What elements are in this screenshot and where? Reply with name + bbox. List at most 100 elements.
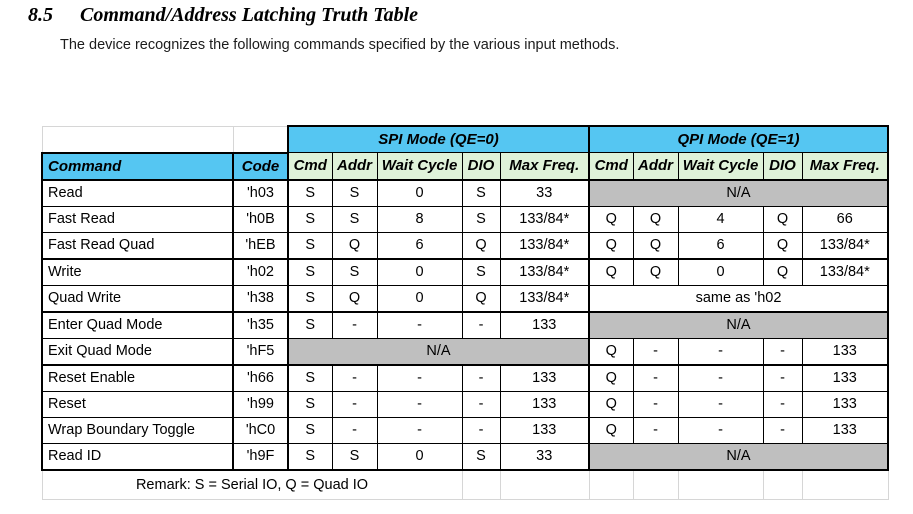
qpi-cell-r9-c0: Q [588, 416, 634, 444]
code-cell: 'hEB [232, 231, 289, 260]
qpi-cell-r9-c3: - [762, 416, 803, 444]
spi-cell-r1-c0: S [287, 205, 333, 233]
remark-empty-cell [801, 469, 889, 500]
qpi-span-cell-r4: same as 'h02 [588, 284, 889, 313]
code-cell: 'h0B [232, 205, 289, 233]
table-row-fast-read-quad: Fast Read Quad'hEB S Q 6 Q 133/84* Q Q 6 Q 133/84* [41, 231, 889, 260]
spi-cell-r9-c4: 133 [499, 416, 590, 444]
spi-cell-r3-c4: 133/84* [499, 258, 590, 286]
spi-span-cell-r6: N/A [287, 337, 590, 366]
column-header-row: Command Code Cmd Addr Wait Cycle DIO Max Freq.… [41, 151, 889, 181]
command-cell: Reset [41, 390, 234, 418]
spi-cell-r0-c3: S [461, 179, 501, 207]
spi-cell-r1-c3: S [461, 205, 501, 233]
code-cell: 'h02 [232, 258, 289, 286]
qpi-span-cell-r10: N/A [588, 442, 889, 471]
command-cell: Enter Quad Mode [41, 311, 234, 339]
qpi-mode-header: QPI Mode (QE=1) [588, 125, 889, 153]
spi-cell-r3-c1: S [331, 258, 378, 286]
qpi-cell-r9-c2: - [677, 416, 764, 444]
qpi-cell-r9-c1: - [632, 416, 679, 444]
qpi-cell-r1-c2: 4 [677, 205, 764, 233]
spi-cell-r10-c1: S [331, 442, 378, 471]
code-cell: 'h66 [232, 364, 289, 392]
spi-cell-r3-c2: 0 [376, 258, 463, 286]
qpi-cell-r6-c4: 133 [801, 337, 889, 366]
qpi-cell-r1-c0: Q [588, 205, 634, 233]
spi-cell-r2-c3: Q [461, 231, 501, 260]
ghost-cell-command [41, 125, 234, 153]
spi-cell-r5-c2: - [376, 311, 463, 339]
spi-cell-r9-c1: - [331, 416, 378, 444]
table-row-write: Write'h02 S S 0 S 133/84* Q Q 0 Q 133/84* [41, 258, 889, 286]
intro-text: The device recognizes the following comm… [60, 37, 620, 53]
col-header-dio: DIO [461, 152, 501, 181]
command-cell: Read [41, 179, 234, 207]
qpi-cell-r8-c3: - [762, 390, 803, 418]
code-cell: 'h38 [232, 284, 289, 313]
spi-cell-r4-c3: Q [461, 284, 501, 313]
col-header-addr: Addr [331, 152, 378, 181]
qpi-cell-r7-c3: - [762, 364, 803, 392]
table-row-quad-write: Quad Write'h38 S Q 0 Q 133/84* same as 'h02 [41, 284, 889, 313]
table-row-wrap-boundary-toggle: Wrap Boundary Toggle'hC0 S - - -133 Q - - -133 [41, 416, 889, 444]
command-cell: Quad Write [41, 284, 234, 313]
qpi-cell-r3-c4: 133/84* [801, 258, 889, 286]
command-cell: Fast Read [41, 205, 234, 233]
command-cell: Reset Enable [41, 364, 234, 392]
spi-cell-r8-c0: S [287, 390, 333, 418]
qpi-cell-r3-c1: Q [632, 258, 679, 286]
col-header-max-freq-: Max Freq. [499, 152, 590, 181]
spi-cell-r2-c1: Q [331, 231, 378, 260]
table-row-reset: Reset'h99 S - - -133 Q - - -133 [41, 390, 889, 418]
qpi-cell-r2-c1: Q [632, 231, 679, 260]
col-header-cmd: Cmd [287, 152, 333, 181]
spi-cell-r9-c2: - [376, 416, 463, 444]
section-title: Command/Address Latching Truth Table [80, 4, 419, 26]
spi-cell-r7-c2: - [376, 364, 463, 392]
code-cell: 'hC0 [232, 416, 289, 444]
spi-cell-r4-c1: Q [331, 284, 378, 313]
spi-cell-r10-c2: 0 [376, 442, 463, 471]
code-cell: 'hF5 [232, 337, 289, 366]
spi-cell-r5-c0: S [287, 311, 333, 339]
qpi-cell-r1-c4: 66 [801, 205, 889, 233]
qpi-cell-r8-c2: - [677, 390, 764, 418]
spi-mode-header: SPI Mode (QE=0) [287, 125, 590, 153]
col-header-dio: DIO [762, 152, 803, 181]
spi-cell-r3-c0: S [287, 258, 333, 286]
spi-cell-r1-c1: S [331, 205, 378, 233]
qpi-cell-r9-c4: 133 [801, 416, 889, 444]
qpi-cell-r7-c1: - [632, 364, 679, 392]
spi-cell-r10-c4: 33 [499, 442, 590, 471]
truth-table: SPI Mode (QE=0) QPI Mode (QE=1) Command Cod… [41, 125, 889, 500]
command-cell: Exit Quad Mode [41, 337, 234, 366]
qpi-cell-r6-c3: - [762, 337, 803, 366]
table-row-read-id: Read ID'h9F S S 0 S 33 N/A [41, 442, 889, 471]
spi-cell-r2-c0: S [287, 231, 333, 260]
col-header-command: Command [41, 151, 234, 181]
qpi-cell-r8-c1: - [632, 390, 679, 418]
code-cell: 'h9F [232, 442, 289, 471]
qpi-cell-r6-c0: Q [588, 337, 634, 366]
qpi-cell-r2-c4: 133/84* [801, 231, 889, 260]
spi-cell-r4-c4: 133/84* [499, 284, 590, 313]
code-cell: 'h99 [232, 390, 289, 418]
qpi-cell-r7-c4: 133 [801, 364, 889, 392]
qpi-cell-r1-c1: Q [632, 205, 679, 233]
code-cell: 'h35 [232, 311, 289, 339]
qpi-cell-r2-c0: Q [588, 231, 634, 260]
qpi-cell-r3-c3: Q [762, 258, 803, 286]
qpi-cell-r3-c0: Q [588, 258, 634, 286]
spi-cell-r10-c0: S [287, 442, 333, 471]
spi-cell-r5-c1: - [331, 311, 378, 339]
spi-cell-r8-c3: - [461, 390, 501, 418]
remark-empty-cell [762, 469, 803, 500]
col-header-addr: Addr [632, 152, 679, 181]
spi-cell-r5-c4: 133 [499, 311, 590, 339]
table-row-exit-quad-mode: Exit Quad Mode'hF5 N/A Q - - -133 [41, 337, 889, 366]
qpi-cell-r1-c3: Q [762, 205, 803, 233]
section-number: 8.5 [28, 4, 53, 26]
table-row-read: Read'h03 S S 0 S 33 N/A [41, 179, 889, 207]
spi-cell-r3-c3: S [461, 258, 501, 286]
